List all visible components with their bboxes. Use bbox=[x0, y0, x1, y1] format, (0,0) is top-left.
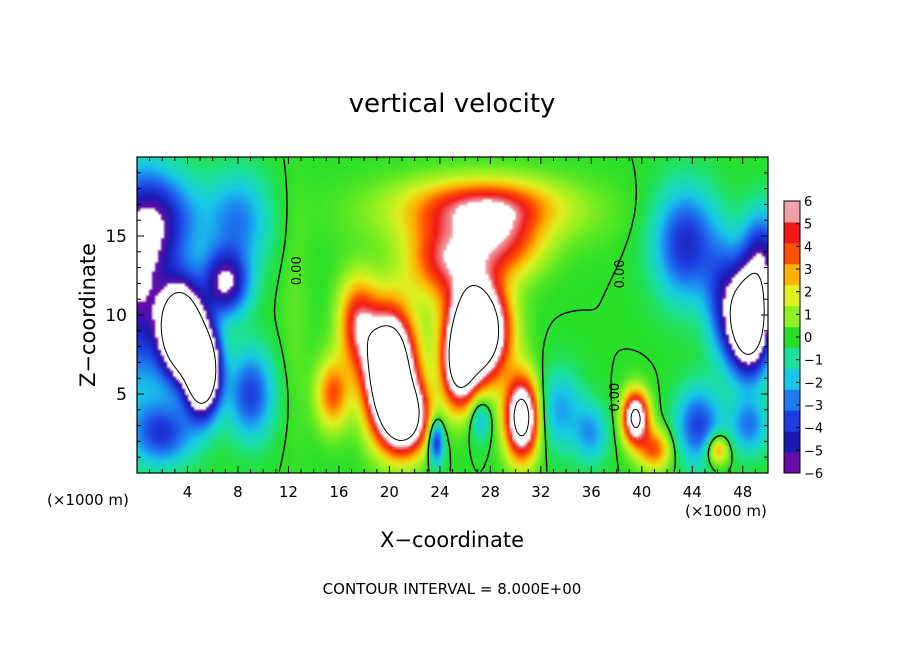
contour-label: 0.00 bbox=[613, 259, 628, 288]
colorbar-swatch bbox=[784, 347, 800, 369]
x-unit-left: (×1000 m) bbox=[47, 491, 129, 509]
colorbar-tick-label: −2 bbox=[804, 376, 823, 391]
colorbar-swatch bbox=[784, 201, 800, 223]
contour-line bbox=[366, 285, 641, 441]
y-tick-label: 15 bbox=[105, 227, 127, 247]
x-axis-ticks: 4 8 12 16 20 24 28 32 36 40 44 48 bbox=[149, 157, 756, 501]
x-tick-label: 4 bbox=[183, 483, 193, 501]
colorbar-tick-label: 5 bbox=[804, 218, 812, 233]
colorbar-swatch bbox=[784, 368, 800, 390]
heatmap-layer bbox=[137, 157, 768, 473]
colorbar-swatch bbox=[784, 410, 800, 432]
x-tick-label: 12 bbox=[279, 483, 298, 501]
colorbar-tick-label: 1 bbox=[804, 308, 812, 323]
y-axis-ticks: 5 10 15 bbox=[105, 172, 768, 458]
colorbar-swatch bbox=[784, 431, 800, 453]
contour-label: 0.00 bbox=[290, 256, 305, 285]
colorbar-tick-label: −4 bbox=[804, 422, 823, 437]
x-tick-label: 40 bbox=[632, 483, 651, 501]
colorbar-tick-label: 3 bbox=[804, 263, 812, 278]
contour-label: 0.00 bbox=[608, 383, 623, 412]
y-axis-label: Z−coordinate bbox=[76, 243, 100, 387]
x-tick-label: 24 bbox=[430, 483, 449, 501]
colorbar-swatch bbox=[784, 389, 800, 411]
x-tick-label: 48 bbox=[733, 483, 752, 501]
contour-interval-footer: CONTOUR INTERVAL = 8.000E+00 bbox=[323, 580, 582, 598]
colorbar-swatch bbox=[784, 305, 800, 328]
colorbar-tick-label: −5 bbox=[804, 444, 823, 459]
colorbar-tick-label: −3 bbox=[804, 399, 823, 414]
x-tick-label: 44 bbox=[683, 483, 702, 501]
x-tick-label: 32 bbox=[531, 483, 550, 501]
x-tick-label: 16 bbox=[329, 483, 348, 501]
contour-line bbox=[273, 158, 733, 473]
chart-title: vertical velocity bbox=[349, 89, 556, 119]
colorbar-tick-label: −6 bbox=[804, 467, 823, 482]
y-tick-label: 5 bbox=[116, 385, 127, 405]
colorbar-tick-label: 0 bbox=[804, 331, 812, 346]
colorbar-tick-label: −1 bbox=[804, 354, 823, 369]
x-tick-label: 36 bbox=[582, 483, 601, 501]
colorbar-swatch bbox=[784, 452, 800, 474]
colorbar-swatch bbox=[784, 263, 800, 286]
x-tick-label: 20 bbox=[380, 483, 399, 501]
colorbar-swatch bbox=[784, 221, 800, 244]
x-tick-label: 28 bbox=[481, 483, 500, 501]
colorbar-tick-label: 6 bbox=[804, 195, 812, 210]
colorbar-swatch bbox=[784, 326, 800, 348]
x-tick-label: 8 bbox=[233, 483, 243, 501]
colorbar-swatch bbox=[784, 284, 800, 307]
colorbar-tick-label: 2 bbox=[804, 286, 812, 301]
contour-lines bbox=[160, 158, 765, 473]
colorbar-swatch bbox=[784, 242, 800, 265]
y-tick-label: 10 bbox=[105, 306, 127, 326]
contour-labels: 0.00 0.00 0.00 bbox=[290, 256, 628, 412]
heatmap-image bbox=[137, 157, 768, 473]
x-axis-label: X−coordinate bbox=[380, 528, 524, 552]
x-unit-right: (×1000 m) bbox=[685, 502, 767, 520]
contour-line bbox=[160, 272, 765, 404]
colorbar-tick-label: 4 bbox=[804, 240, 812, 255]
colorbar: −6 −5 −4 −3 −2 −1 0 1 2 3 4 5 6 bbox=[783, 195, 823, 482]
